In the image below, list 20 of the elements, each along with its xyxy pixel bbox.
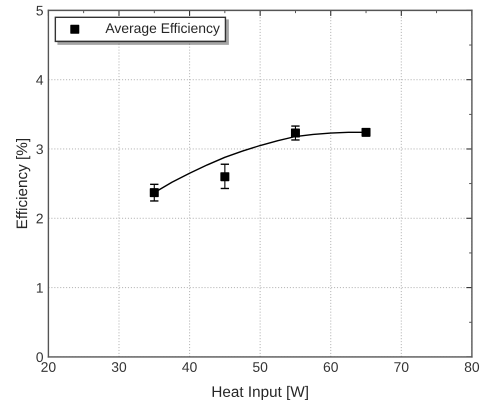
point: [150, 188, 159, 198]
point: [362, 128, 371, 137]
y-tick-label: 2: [36, 214, 43, 224]
x-tick-label: 70: [394, 362, 408, 372]
y-tick-label: 5: [36, 6, 43, 16]
point: [220, 172, 230, 182]
x-axis-title: Heat Input [W]: [212, 386, 308, 400]
x-tick-label: 50: [252, 362, 268, 372]
x-tick-label: 40: [182, 362, 197, 372]
y-tick-label: 1: [36, 283, 43, 293]
y-tick-label: 3: [36, 144, 43, 154]
y-axis-title: Efficiency [%]: [16, 139, 30, 228]
legend-label: Average Efficiency: [105, 22, 220, 36]
y-tick-label: 0: [36, 352, 43, 362]
x-tick-label: 20: [41, 362, 56, 372]
x-tick-label: 80: [464, 362, 480, 372]
y-tick-label: 4: [36, 75, 44, 85]
x-tick-label: 30: [112, 362, 126, 372]
point: [290, 128, 300, 138]
x-tick-label: 60: [324, 362, 338, 372]
